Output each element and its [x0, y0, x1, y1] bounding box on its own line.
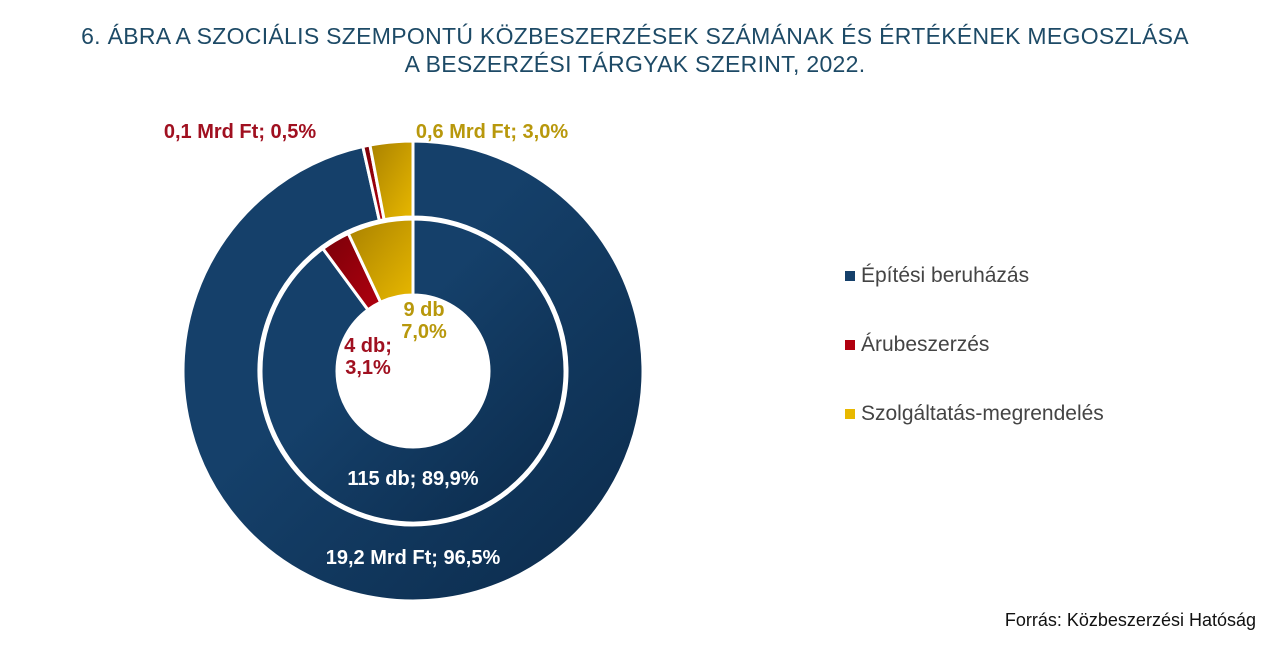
- legend-swatch: [845, 409, 855, 419]
- inner-slice-0: [259, 217, 567, 525]
- inner-data-label: 115 db; 89,9%: [347, 468, 478, 490]
- inner-data-label: 3,1%: [345, 357, 391, 379]
- legend-swatch: [845, 340, 855, 350]
- outer-data-label: 19,2 Mrd Ft; 96,5%: [326, 547, 501, 569]
- inner-data-label: 4 db;: [344, 335, 392, 357]
- legend-item: Szolgáltatás-megrendelés: [845, 400, 1104, 428]
- inner-slice-2: [346, 217, 415, 305]
- legend-item: Árubeszerzés: [845, 331, 1104, 359]
- inner-data-label: 7,0%: [401, 321, 447, 343]
- source-note: Forrás: Közbeszerzési Hatóság: [1004, 610, 1256, 630]
- legend-swatch: [845, 271, 855, 281]
- chart-title: 6. ÁBRA A SZOCIÁLIS SZEMPONTÚ KÖZBESZERZ…: [0, 22, 1270, 78]
- legend-label: Szolgáltatás-megrendelés: [861, 402, 1104, 425]
- legend-label: Árubeszerzés: [861, 333, 990, 356]
- legend-label: Építési beruházás: [861, 264, 1030, 287]
- title-line-2: A BESZERZÉSI TÁRGYAK SZERINT, 2022.: [404, 51, 866, 77]
- outer-slice-0: [181, 139, 645, 603]
- inner-data-label: 9 db: [403, 299, 444, 321]
- title-line-1: 6. ÁBRA A SZOCIÁLIS SZEMPONTÚ KÖZBESZERZ…: [81, 23, 1189, 49]
- legend-item: Építési beruházás: [845, 262, 1104, 290]
- outer-data-label: 0,1 Mrd Ft; 0,5%: [164, 121, 316, 143]
- outer-data-label: 0,6 Mrd Ft; 3,0%: [416, 121, 568, 143]
- donut-chart: 19,2 Mrd Ft; 96,5% 0,1 Mrd Ft; 0,5% 0,6 Mr…: [164, 121, 645, 603]
- legend: Építési beruházás Árubeszerzés Szolgálta…: [845, 262, 1104, 469]
- outer-slice-2: [368, 139, 415, 222]
